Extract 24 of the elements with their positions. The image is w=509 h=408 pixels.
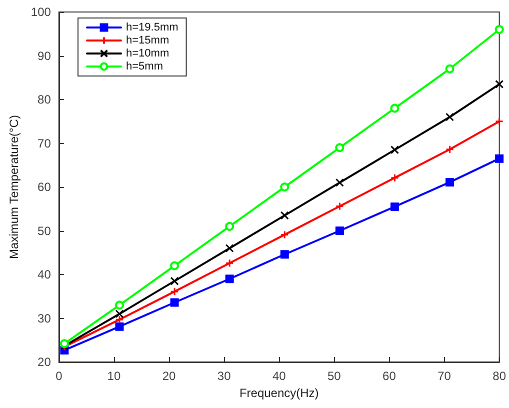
y-tick-label: 50	[38, 224, 52, 238]
legend-label: h=5mm	[126, 60, 163, 72]
y-tick-label: 30	[38, 311, 52, 326]
y-tick-label: 70	[38, 136, 52, 150]
x-tick-label: 20	[162, 369, 176, 383]
x-tick-label: 70	[438, 369, 452, 383]
legend-label: h=19.5mm	[126, 22, 178, 34]
x-tick-label: 50	[327, 369, 342, 383]
y-axis-title: Maximum Temperature(°C)	[7, 115, 21, 259]
x-tick-label: 80	[492, 369, 506, 383]
x-tick-label: 0	[56, 369, 63, 383]
x-tick-label: 40	[272, 369, 286, 383]
x-tick-label: 30	[217, 369, 232, 383]
y-tick-label: 60	[38, 180, 52, 194]
y-tick-label: 80	[38, 92, 52, 106]
y-tick-label: 20	[38, 355, 52, 369]
x-tick-label: 60	[382, 369, 396, 383]
y-tick-label: 90	[38, 48, 52, 63]
y-tick-label: 100	[30, 5, 52, 19]
legend-label: h=10mm	[126, 48, 170, 60]
x-axis-title: Frequency(Hz)	[239, 386, 319, 400]
y-tick-label: 40	[38, 268, 52, 282]
x-tick-label: 10	[107, 369, 121, 383]
legend-label: h=15mm	[126, 34, 170, 46]
